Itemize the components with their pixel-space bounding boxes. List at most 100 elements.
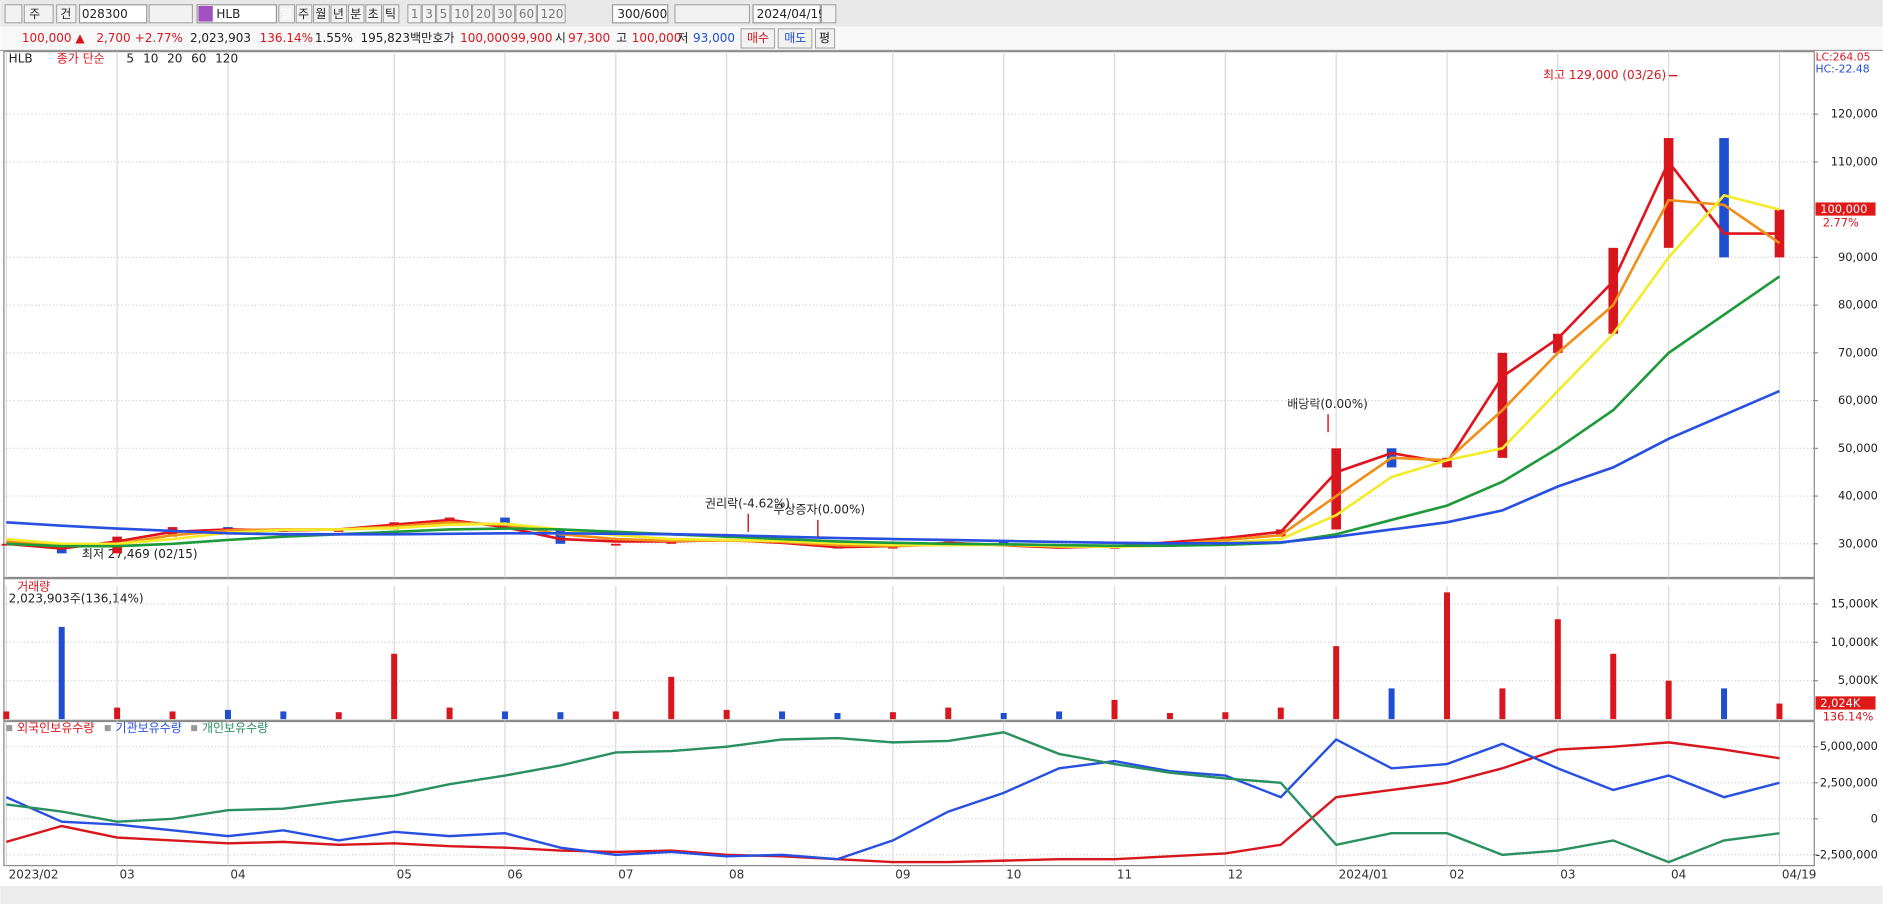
period-btn[interactable] [330, 4, 348, 24]
volume-bar [1554, 619, 1561, 720]
code-input[interactable] [78, 4, 148, 24]
period[interactable]: 주 [298, 7, 309, 21]
calendar-btn[interactable] [820, 4, 837, 24]
interval-btn[interactable] [421, 4, 436, 24]
x-tick-label: 2024/01 [1339, 868, 1389, 882]
volume-bar [612, 711, 619, 720]
sell-btn[interactable] [777, 28, 813, 49]
y-tick-label: 50,000 [1838, 441, 1878, 455]
x-tick-label: 2023/02 [9, 868, 59, 882]
x-tick-label: 12 [1228, 868, 1243, 882]
interval-btn[interactable] [493, 4, 516, 24]
period-btn[interactable] [278, 4, 295, 24]
low-note: 최저 27,469 (02/15) [82, 547, 198, 561]
quote-label: 호가 [432, 31, 454, 45]
y-tick-label: 110,000 [1831, 154, 1878, 168]
interval[interactable]: 3 [425, 7, 433, 21]
period-btn[interactable] [313, 4, 330, 24]
legend-swatch [191, 725, 198, 732]
sell[interactable]: 매도 [784, 31, 806, 45]
search-btn[interactable] [148, 4, 193, 24]
period-btn[interactable] [347, 4, 365, 24]
interval[interactable]: 20 [476, 7, 491, 21]
candle [1331, 448, 1341, 530]
y-tick-label: 70,000 [1838, 345, 1878, 359]
open: 97,300 [568, 31, 610, 45]
legend-entry: 5 [126, 51, 134, 65]
interval-btn[interactable] [472, 4, 494, 24]
y-tick-label: 2,500,000 [1820, 775, 1878, 789]
x-tick-label: 10 [1006, 868, 1021, 882]
mode-select[interactable] [56, 4, 77, 24]
interval-btn[interactable] [407, 4, 422, 24]
ask: 100,000 [460, 31, 510, 45]
x-tick-label: 08 [729, 868, 744, 882]
volume-bar [1056, 711, 1063, 720]
tool-buttons[interactable] [674, 4, 750, 24]
interval[interactable]: 30 [497, 7, 512, 21]
name: HLB [216, 7, 240, 21]
lc-label: LC:264.05 [1815, 51, 1870, 64]
x-tick-label: 02 [1449, 868, 1464, 882]
volume-bar [834, 712, 841, 720]
low: 93,000 [693, 31, 735, 45]
volume-bar [335, 712, 342, 720]
period-btn[interactable] [295, 4, 313, 24]
high-label: 고 [616, 31, 627, 45]
y-tick-label: 120,000 [1831, 107, 1878, 121]
buy-btn[interactable] [740, 28, 776, 49]
volume-bar [58, 626, 65, 720]
interval[interactable]: 60 [519, 7, 534, 21]
scrollbar[interactable] [0, 885, 1883, 904]
interval[interactable]: 1 [411, 7, 419, 21]
rate: +2.77% [135, 31, 183, 45]
price-title: HLB [9, 51, 33, 65]
infobar-bg [0, 26, 1883, 51]
interval[interactable]: 5 [440, 7, 448, 21]
period[interactable]: 분 [350, 7, 361, 21]
volume-bar [1111, 699, 1118, 720]
name-box[interactable] [196, 4, 278, 24]
last-price: 100,000 [1820, 202, 1867, 216]
candle [1608, 247, 1619, 334]
period-btn[interactable] [382, 4, 400, 24]
interval-btn[interactable] [537, 4, 566, 24]
buy[interactable]: 매수 [747, 31, 769, 45]
interval[interactable]: 120 [541, 7, 564, 21]
period[interactable]: 초 [368, 7, 379, 21]
legend-entry: 20 [167, 51, 182, 65]
volume-bar [1610, 653, 1617, 720]
last-change: 2.77% [1823, 215, 1859, 229]
period[interactable]: 년 [333, 7, 344, 21]
volume-bar [557, 712, 564, 720]
avg[interactable]: 평 [819, 31, 830, 45]
interval[interactable]: 10 [454, 7, 469, 21]
date-box[interactable] [752, 4, 821, 24]
y-tick-label: 40,000 [1838, 489, 1878, 503]
x-tick-label: 06 [507, 868, 522, 882]
volume-bar [169, 711, 176, 720]
y-tick-label: 5,000K [1838, 673, 1879, 687]
legend-entry: 60 [191, 51, 206, 65]
period[interactable]: 틱 [385, 7, 396, 21]
count-box[interactable] [611, 4, 669, 24]
volume: 2,023,903 [190, 31, 251, 45]
avg-btn[interactable] [814, 28, 836, 49]
volume-bar [1166, 712, 1173, 720]
interval-btn[interactable] [450, 4, 472, 24]
price-frame [3, 51, 1815, 579]
volume-bar [224, 709, 231, 720]
interval-btn[interactable] [436, 4, 451, 24]
low-label: 저 [677, 31, 688, 45]
period[interactable]: 일 [281, 7, 292, 21]
period-btn[interactable] [365, 4, 382, 24]
menu-btn[interactable] [4, 4, 23, 24]
legend-entry: 10 [143, 51, 158, 65]
volume-bar [391, 653, 398, 720]
series-line [5, 738, 1780, 861]
interval-btn[interactable] [515, 4, 537, 24]
market-select[interactable] [23, 4, 54, 24]
count: 300/600 [617, 7, 667, 21]
period[interactable]: 월 [315, 7, 326, 21]
x-tick-label: 04 [1671, 868, 1686, 882]
